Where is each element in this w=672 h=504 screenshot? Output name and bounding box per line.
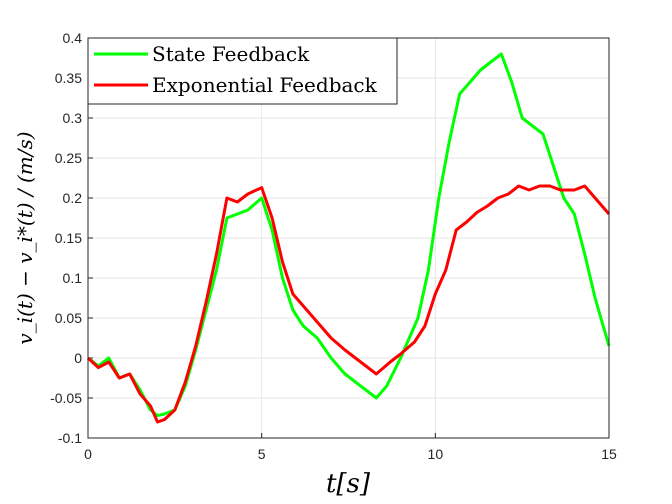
- x-tick-label: 0: [84, 446, 92, 462]
- x-tick-label: 5: [258, 446, 266, 462]
- y-tick-label: 0.15: [55, 230, 82, 246]
- x-tick-label: 15: [601, 446, 617, 462]
- y-tick-label: -0.1: [58, 430, 82, 446]
- y-tick-label: 0: [74, 350, 82, 366]
- x-tick-label: 10: [428, 446, 444, 462]
- x-axis-label: t[s]: [326, 469, 371, 499]
- y-tick-label: 0.05: [55, 310, 82, 326]
- series-line-state-feedback: [87, 52, 611, 418]
- y-axis-label: v_i(t) − v_i*(t) / (m/s): [13, 131, 37, 344]
- y-tick-label: 0.35: [55, 70, 82, 86]
- legend: State Feedback Exponential Feedback: [87, 37, 398, 105]
- y-tick-labels: -0.1 -0.05 0 0.05 0.1 0.15 0.2 0.25 0.3 0.35 0.4: [50, 30, 82, 446]
- legend-box: [87, 37, 398, 105]
- y-tick-label: 0.1: [63, 270, 83, 286]
- y-tick-label: 0.2: [63, 190, 83, 206]
- legend-label-state-feedback: State Feedback: [152, 42, 310, 66]
- x-tick-labels: 0 5 10 15: [84, 446, 617, 462]
- legend-label-exponential-feedback: Exponential Feedback: [152, 73, 378, 97]
- y-tick-label: 0.4: [63, 30, 83, 46]
- y-tick-label: -0.05: [50, 390, 82, 406]
- y-tick-label: 0.3: [63, 110, 83, 126]
- y-tick-label: 0.25: [55, 150, 82, 166]
- series-line-exponential-feedback: [86, 184, 611, 424]
- series-lines: [86, 52, 611, 424]
